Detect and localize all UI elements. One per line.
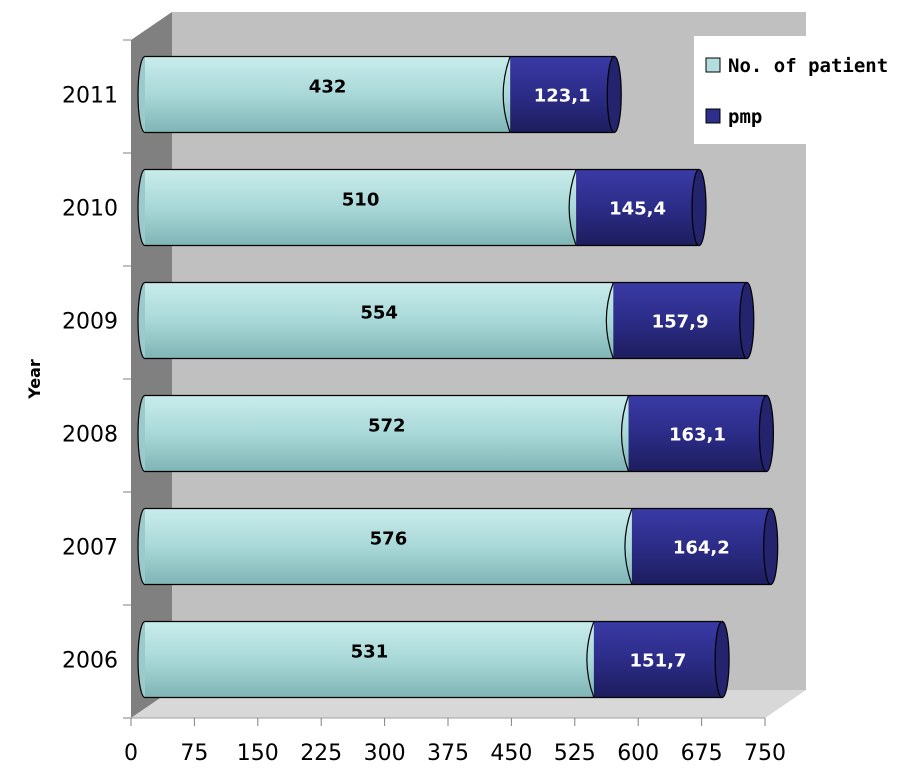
y-axis-title: Year bbox=[25, 359, 44, 400]
bar-end-cap bbox=[739, 281, 755, 360]
data-label-pmp-2006: 151,7 bbox=[630, 651, 687, 672]
x-tick-label: 225 bbox=[300, 741, 342, 766]
bar-segment-boundary bbox=[568, 169, 577, 246]
x-tick-label: 675 bbox=[681, 741, 723, 766]
legend-swatch-patient bbox=[705, 57, 721, 73]
x-tick-label: 75 bbox=[180, 741, 208, 766]
bar-end-cap bbox=[763, 507, 779, 586]
bar-pmp-2008 bbox=[628, 395, 767, 472]
bar-patient-2009 bbox=[145, 282, 614, 359]
bar-patient-2007 bbox=[145, 508, 632, 585]
data-label-patient-2008: 572 bbox=[368, 416, 406, 437]
bar-row-2011 bbox=[137, 55, 622, 134]
data-label-pmp-2009: 157,9 bbox=[652, 312, 709, 333]
x-tick-label: 0 bbox=[124, 741, 138, 766]
bar-patient-2008 bbox=[145, 395, 629, 472]
legend-label-pmp: pmp bbox=[728, 106, 762, 128]
bar-row-2009 bbox=[137, 281, 755, 360]
bars bbox=[137, 55, 779, 699]
data-label-pmp-2007: 164,2 bbox=[673, 538, 730, 559]
bar-end-cap bbox=[606, 55, 622, 134]
legend: No. of patient pmp bbox=[694, 36, 923, 144]
year-label-2010: 2010 bbox=[62, 197, 118, 222]
legend-box bbox=[694, 36, 923, 144]
data-label-pmp-2010: 145,4 bbox=[609, 199, 666, 220]
x-tick-label: 525 bbox=[554, 741, 596, 766]
year-label-2011: 2011 bbox=[62, 84, 118, 109]
data-label-pmp-2008: 163,1 bbox=[669, 425, 726, 446]
x-tick-label: 300 bbox=[364, 741, 406, 766]
bar-pmp-2010 bbox=[576, 169, 700, 246]
data-label-patient-2010: 510 bbox=[342, 190, 380, 211]
bar-row-2008 bbox=[137, 394, 775, 473]
bar-end-cap bbox=[691, 168, 707, 247]
bar-pmp-2011 bbox=[510, 56, 615, 133]
x-tick-label: 375 bbox=[427, 741, 469, 766]
bar-end-cap bbox=[758, 394, 775, 473]
year-label-2007: 2007 bbox=[62, 536, 118, 561]
bar-segment-boundary bbox=[586, 621, 595, 698]
data-label-patient-2011: 432 bbox=[309, 77, 347, 98]
y-axis-ticks bbox=[123, 39, 131, 719]
bar-end-cap bbox=[714, 620, 730, 699]
bar-segment-boundary bbox=[621, 395, 630, 472]
data-label-pmp-2011: 123,1 bbox=[534, 86, 591, 107]
year-label-2009: 2009 bbox=[62, 310, 118, 335]
data-labels: 531 151,7 576 164,2 572 163,1 554 157,9 510 145,4… bbox=[309, 77, 730, 672]
x-tick-label: 150 bbox=[237, 741, 279, 766]
legend-swatch-pmp bbox=[705, 108, 721, 124]
year-label-2006: 2006 bbox=[62, 649, 118, 674]
bar-row-2010 bbox=[137, 168, 707, 247]
x-tick-label: 450 bbox=[490, 741, 532, 766]
bar-pmp-2006 bbox=[593, 621, 723, 698]
data-label-patient-2006: 531 bbox=[351, 642, 389, 663]
bar-pmp-2007 bbox=[631, 508, 771, 585]
data-label-patient-2009: 554 bbox=[360, 303, 398, 324]
data-label-patient-2007: 576 bbox=[370, 529, 408, 550]
bar-patient-2010 bbox=[145, 169, 577, 246]
x-tick-label: 750 bbox=[744, 741, 786, 766]
year-label-2008: 2008 bbox=[62, 423, 118, 448]
x-tick-label: 600 bbox=[617, 741, 659, 766]
legend-label-patient: No. of patient bbox=[728, 55, 888, 77]
bar-patient-2006 bbox=[145, 621, 594, 698]
bar-patient-2011 bbox=[145, 56, 511, 133]
bar-row-2007 bbox=[137, 507, 779, 586]
bar-segment-boundary bbox=[502, 56, 511, 133]
bar-segment-boundary bbox=[605, 282, 614, 359]
y-axis-tick-labels: 2006 2007 2008 2009 2010 2011 bbox=[62, 84, 118, 674]
bar-pmp-2009 bbox=[613, 282, 747, 359]
bar-segment-boundary bbox=[624, 508, 633, 585]
x-axis-ticks: 0 75 150 225 300 375 450 525 600 675 750 bbox=[124, 718, 786, 766]
bar-row-2006 bbox=[137, 620, 730, 699]
